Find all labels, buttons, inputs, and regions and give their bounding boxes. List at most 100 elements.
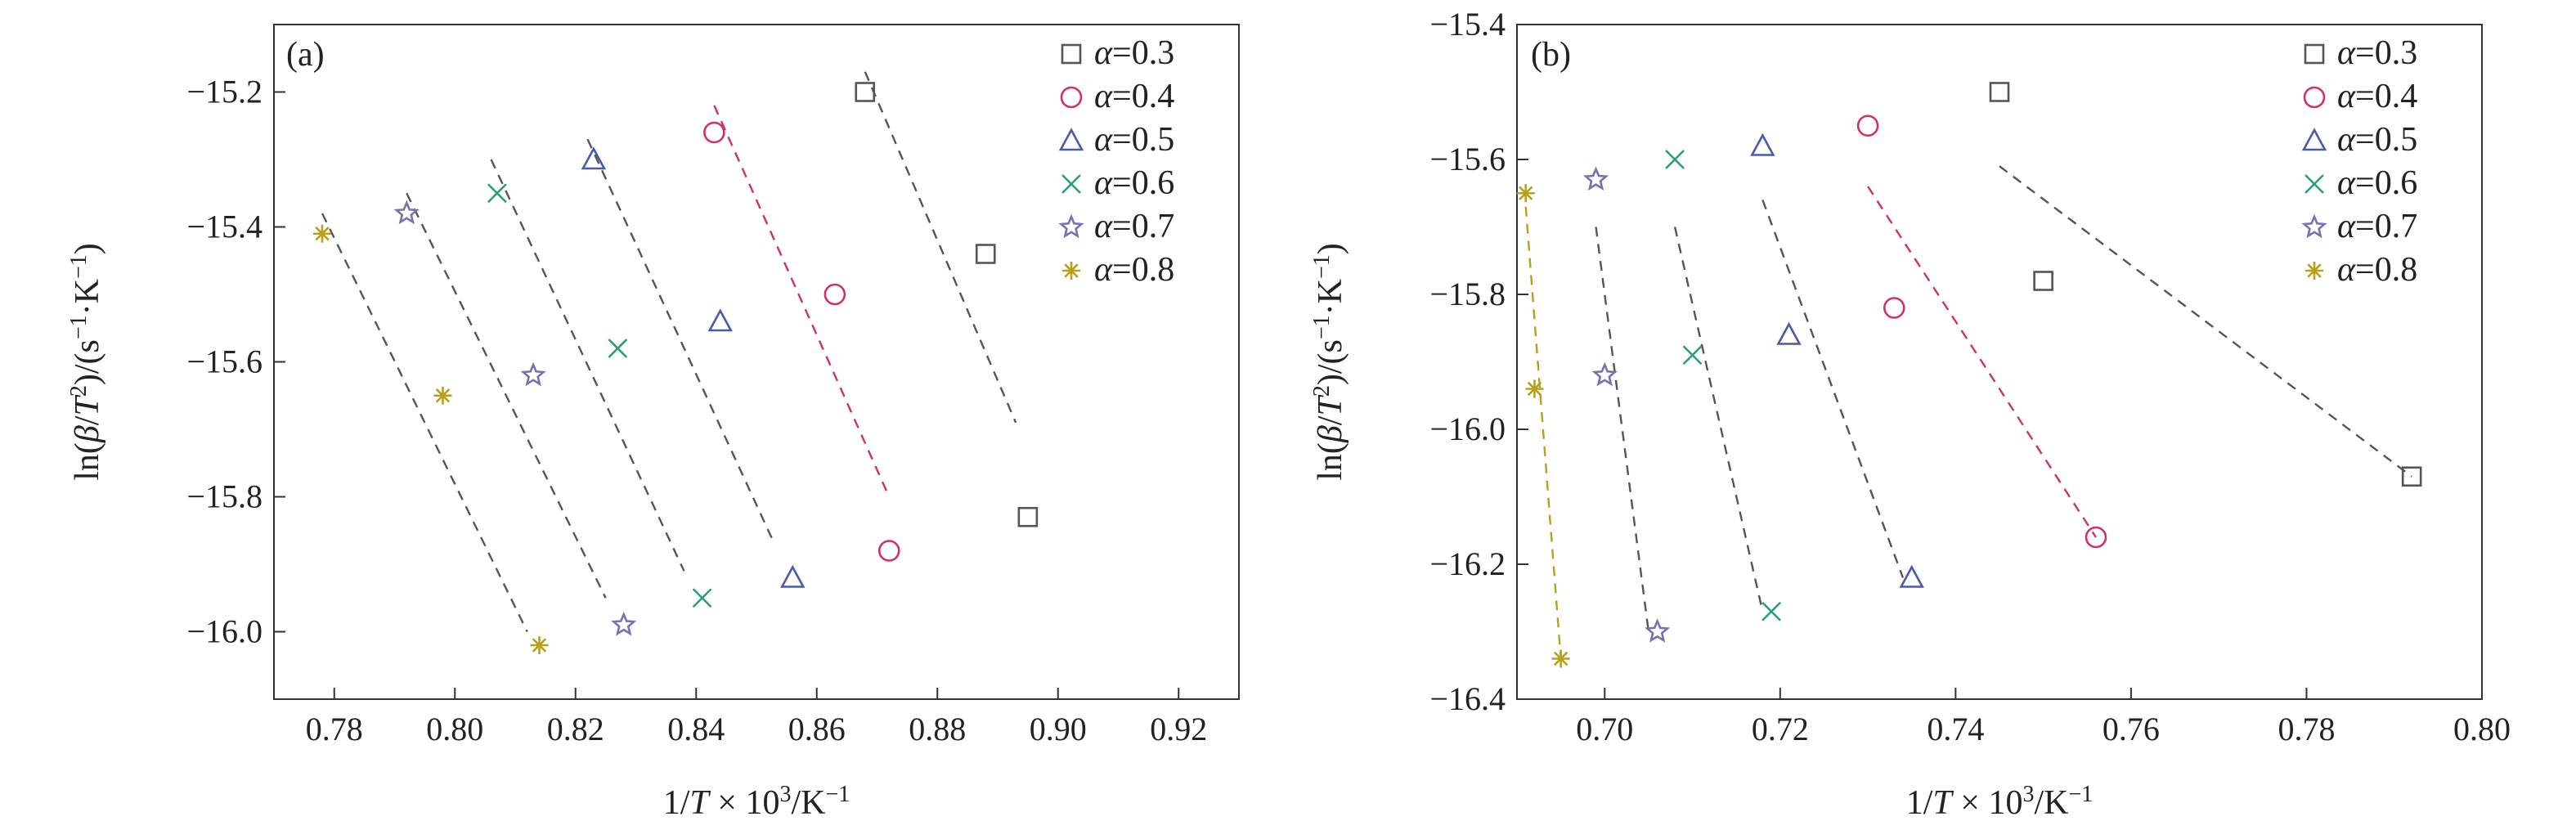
legend-alpha-value: =0.4 (2355, 78, 2417, 115)
legend: α=0.3α=0.4α=0.5α=0.6α=0.7α=0.8 (1058, 34, 1174, 289)
fit-line (1761, 200, 1905, 578)
y-axis-title-part: −1 (1309, 254, 1335, 279)
x-tick-label: 0.78 (306, 711, 363, 747)
legend-alpha-symbol: α (1094, 208, 1113, 245)
y-axis-title-part: −1 (1309, 315, 1335, 339)
data-point-triangle (581, 146, 607, 170)
y-axis-title-part: / (69, 415, 106, 425)
y-axis-title-part: ) (69, 243, 106, 254)
y-axis-title-part: 2 (1309, 385, 1335, 397)
legend-marker-triangle (1058, 128, 1084, 151)
data-point-circle (1883, 297, 1905, 319)
panel-label: (a) (286, 36, 325, 74)
panel-a: 0.78 0.80 0.82 0.84 0.86 0.88 0.90 0.92 −16.0 −15… (66, 24, 1240, 823)
legend-marker-square (2304, 43, 2325, 65)
x-axis-title-part: /K (2034, 784, 2068, 822)
legend-alpha-value: =0.5 (2355, 121, 2417, 159)
data-point-square (975, 244, 996, 264)
x-tick-label: 0.90 (1030, 711, 1087, 747)
x-axis-title-part: /K (791, 784, 825, 822)
x-tick-label: 0.92 (1150, 711, 1207, 747)
y-axis-title-part: T (69, 395, 106, 416)
data-point-circle (877, 540, 900, 562)
legend-alpha-symbol: α (2337, 251, 2356, 289)
x-tick-label: 0.80 (426, 711, 483, 747)
legend-entry-label: α=0.8 (2337, 251, 2417, 289)
series-alpha-0.6 (487, 159, 712, 608)
legend-entry-label: α=0.5 (2337, 121, 2417, 159)
legend: α=0.3α=0.4α=0.5α=0.6α=0.7α=0.8 (2301, 34, 2417, 289)
data-point-asterisk (1525, 379, 1544, 398)
y-axis-title-part: ) (1312, 243, 1349, 254)
legend-alpha-symbol: α (1094, 164, 1113, 202)
y-tick-label: −15.2 (186, 74, 263, 110)
fit-line (713, 105, 891, 497)
legend-alpha-symbol: α (2337, 208, 2356, 245)
fit-line (1673, 227, 1764, 612)
x-axis-title-part: T (689, 784, 711, 822)
y-tick-label: −16.0 (1429, 411, 1506, 447)
series-alpha-0.4 (703, 105, 900, 562)
data-point-star (1645, 618, 1671, 643)
legend-alpha-symbol: α (2337, 164, 2356, 202)
legend-alpha-symbol: α (2337, 78, 2356, 115)
y-axis-title-part: −1 (66, 254, 92, 279)
series-alpha-0.8 (1516, 184, 1570, 668)
legend-alpha-value: =0.7 (2355, 208, 2417, 245)
x-tick-label: 0.82 (547, 711, 604, 747)
data-point-star (611, 611, 637, 636)
data-point-star (1583, 166, 1609, 191)
legend-marker-star (1058, 213, 1084, 239)
y-tick-label: −16.2 (1429, 545, 1506, 582)
y-tick-label: −15.6 (186, 343, 263, 380)
series-alpha-0.8 (313, 213, 549, 654)
x-tick-label: 0.70 (1576, 711, 1633, 747)
x-tick-label: 0.76 (2103, 711, 2160, 747)
data-point-triangle (1776, 321, 1802, 345)
data-point-x (1761, 601, 1782, 621)
legend-entry-label: α=0.4 (2337, 78, 2417, 115)
y-axis-title-part: β (69, 425, 106, 443)
legend-alpha-symbol: α (1094, 121, 1113, 159)
series-alpha-0.7 (1583, 166, 1671, 643)
data-point-triangle (707, 308, 733, 332)
y-tick-label: −16.0 (186, 613, 263, 650)
fit-line (406, 192, 607, 599)
x-tick-label: 0.74 (1927, 711, 1984, 747)
legend-entry-label: α=0.7 (1094, 208, 1174, 245)
x-axis-title: 1/T × 103/K−1 (663, 782, 850, 823)
data-point-x (1682, 345, 1703, 366)
y-tick-label: −16.4 (1429, 680, 1506, 717)
x-tick-label: 0.72 (1752, 711, 1809, 747)
data-point-asterisk (1551, 649, 1570, 668)
legend-entry-label: α=0.6 (2337, 164, 2417, 202)
x-tick-label: 0.88 (909, 711, 966, 747)
x-tick-label: 0.84 (667, 711, 725, 747)
data-point-star (393, 200, 420, 225)
legend-alpha-symbol: α (1094, 34, 1113, 72)
legend-marker-x (2304, 174, 2324, 194)
series-alpha-0.3 (855, 71, 1039, 527)
x-axis-title-part: T (1932, 784, 1954, 822)
data-point-square (855, 82, 876, 102)
legend-alpha-value: =0.5 (1112, 121, 1174, 159)
fit-line (864, 71, 1017, 424)
fit-line (1595, 227, 1650, 632)
fit-line (586, 138, 776, 545)
x-tick-label: 0.86 (788, 711, 846, 747)
legend-marker-triangle (2301, 128, 2327, 151)
legend-entry-label: α=0.8 (1094, 251, 1174, 289)
series-alpha-0.5 (581, 138, 806, 588)
data-point-circle (2085, 526, 2107, 549)
y-axis-title-part: β (1312, 425, 1349, 443)
legend-alpha-symbol: α (1094, 78, 1113, 115)
legend-marker-circle (1060, 86, 1083, 109)
legend-alpha-value: =0.6 (2355, 164, 2417, 202)
legend-alpha-value: =0.4 (1112, 78, 1174, 115)
data-point-star (520, 361, 546, 387)
legend-entry-label: α=0.3 (1094, 34, 1174, 72)
data-point-x (692, 588, 712, 608)
y-axis-title: ln(β/T2)/(s−1·K−1) (66, 243, 107, 481)
x-axis-title-part: 1/ (663, 784, 690, 822)
